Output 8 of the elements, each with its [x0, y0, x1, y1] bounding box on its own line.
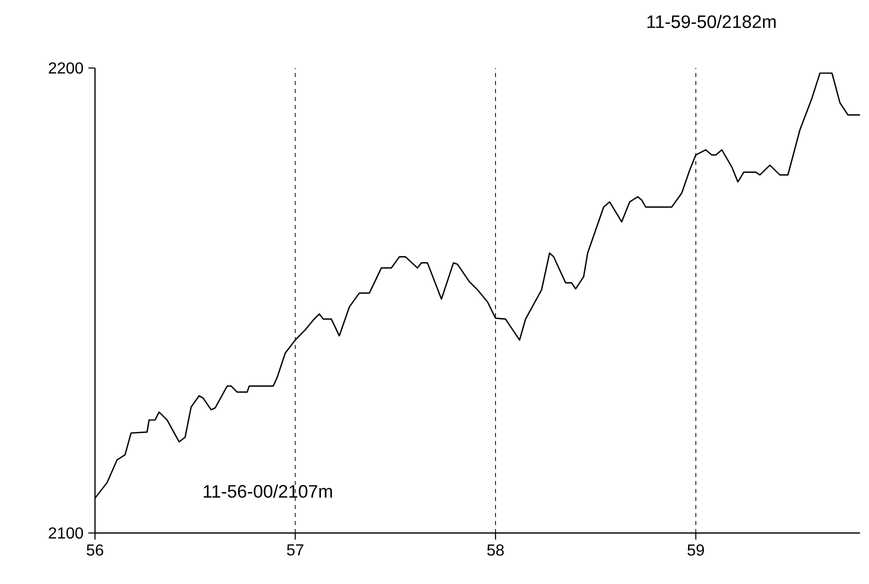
- x-tick-label: 59: [688, 544, 704, 556]
- x-tick-label: 57: [287, 544, 304, 556]
- y-tick-label: 2100: [48, 527, 83, 539]
- text: 11-59-50/2182m: [647, 14, 776, 28]
- y-tick-label: 2200: [48, 62, 83, 74]
- x-tick-label: 56: [86, 544, 104, 556]
- annotation: 11-56-00/2107m: [204, 484, 332, 498]
- x-tick-label: 58: [487, 544, 504, 556]
